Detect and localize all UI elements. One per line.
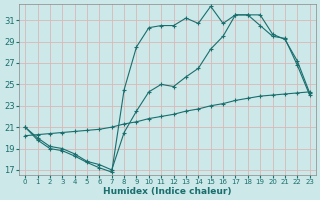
X-axis label: Humidex (Indice chaleur): Humidex (Indice chaleur): [103, 187, 232, 196]
